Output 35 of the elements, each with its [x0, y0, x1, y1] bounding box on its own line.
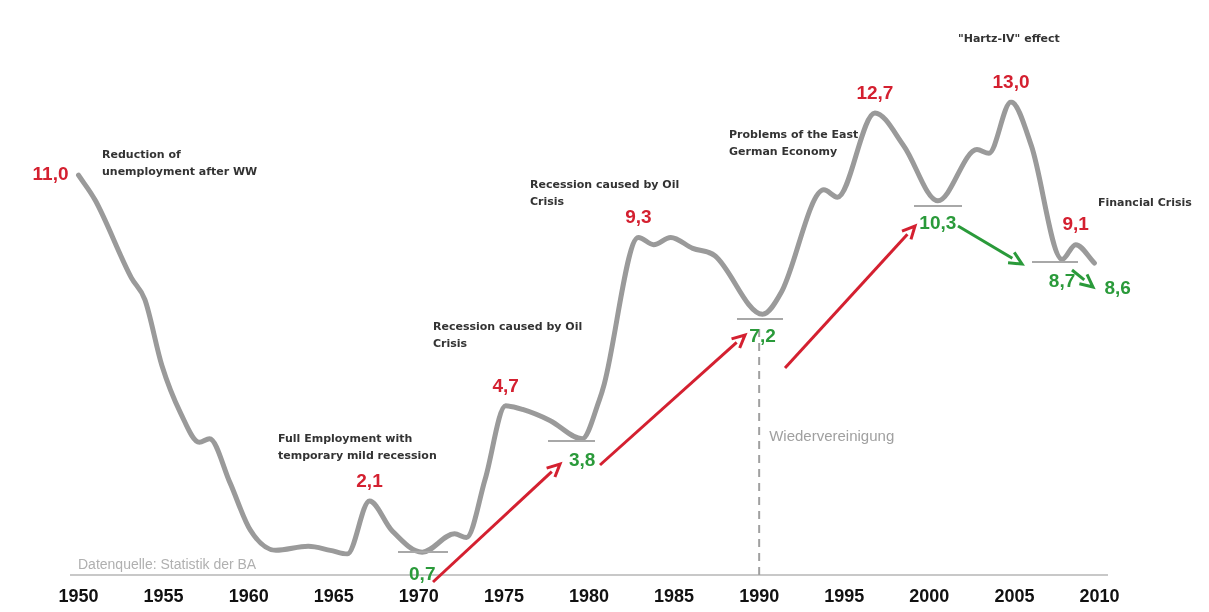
- annotation: Problems of the East German Economy: [729, 128, 859, 159]
- text: "Hartz-IV" effect: [958, 32, 1060, 46]
- annotation: Reduction of unemployment after WW: [102, 148, 258, 179]
- x-tick-label: 1955: [143, 585, 184, 606]
- x-tick-label: 1965: [313, 585, 354, 606]
- x-tick-label: 1950: [58, 585, 99, 606]
- annotation: Recession caused by Oil Crisis: [530, 178, 680, 209]
- data-label: 2,1: [356, 469, 384, 491]
- x-tick-label: 1990: [739, 585, 780, 606]
- x-tick-label: 1995: [824, 585, 865, 606]
- x-tick-label: 2010: [1079, 585, 1120, 606]
- x-tick-label: 2000: [909, 585, 950, 606]
- data-label: 11,0: [32, 163, 69, 185]
- data-label: 10,3: [919, 211, 957, 233]
- data-label: 7,2: [749, 325, 776, 347]
- data-label: 3,8: [568, 449, 596, 471]
- annotation: Full Employment with temporary mild recession: [278, 432, 437, 463]
- data-label: 9,3: [625, 206, 652, 228]
- data-label: 8,7: [1048, 270, 1076, 292]
- x-tick-label: 1970: [398, 585, 439, 606]
- x-tick-label: 1960: [228, 585, 269, 606]
- data-label: 9,1: [1062, 213, 1090, 235]
- text: Datenquelle: Statistik der BA: [78, 555, 257, 572]
- x-tick-label: 2005: [994, 585, 1035, 606]
- data-label: 12,7: [856, 81, 894, 103]
- annotation: Financial Crisis: [1098, 196, 1193, 210]
- ref-line-label: Wiedervereinigung: [769, 426, 895, 444]
- data-label: 0,7: [409, 562, 436, 584]
- x-tick-label: 1985: [654, 585, 695, 606]
- annotation: Recession caused by Oil Crisis: [433, 320, 583, 351]
- data-label: 8,6: [1104, 276, 1131, 298]
- x-tick-label: 1980: [568, 585, 610, 606]
- data-label: 4,7: [492, 374, 519, 396]
- data-label: 13,0: [992, 70, 1030, 92]
- x-tick-label: 1975: [483, 585, 524, 606]
